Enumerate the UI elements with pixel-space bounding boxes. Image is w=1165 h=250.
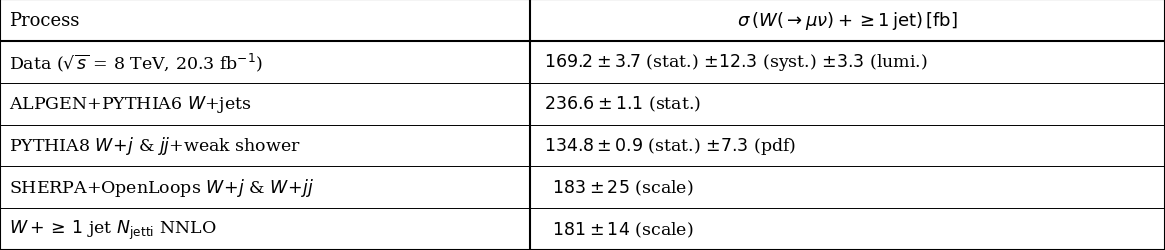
Text: Process: Process: [9, 12, 79, 30]
Text: SHERPA+OpenLoops $W\!+\!j$ & $W\!+\!jj$: SHERPA+OpenLoops $W\!+\!j$ & $W\!+\!jj$: [9, 176, 315, 199]
Text: Data ($\sqrt{s}$ = 8 TeV, 20.3 fb$^{-1}$): Data ($\sqrt{s}$ = 8 TeV, 20.3 fb$^{-1}$…: [9, 51, 263, 74]
Text: $W + {\geq}\,1$ jet $N_{\mathrm{jetti}}$ NNLO: $W + {\geq}\,1$ jet $N_{\mathrm{jetti}}$…: [9, 218, 217, 241]
Text: ALPGEN+PYTHIA6 $W$+jets: ALPGEN+PYTHIA6 $W$+jets: [9, 94, 252, 114]
Text: $\enspace 183 \pm 25$ (scale): $\enspace 183 \pm 25$ (scale): [544, 178, 693, 197]
Text: $134.8 \pm 0.9$ (stat.) $\pm 7.3$ (pdf): $134.8 \pm 0.9$ (stat.) $\pm 7.3$ (pdf): [544, 136, 796, 156]
Text: $\sigma\,(W(\rightarrow \mu\nu) + \geq 1\,\mathrm{jet})\,[\mathrm{fb}]$: $\sigma\,(W(\rightarrow \mu\nu) + \geq 1…: [737, 10, 958, 32]
Text: $169.2 \pm 3.7$ (stat.) $\pm 12.3$ (syst.) $\pm 3.3$ (lumi.): $169.2 \pm 3.7$ (stat.) $\pm 12.3$ (syst…: [544, 52, 927, 73]
Text: $236.6 \pm 1.1$ (stat.): $236.6 \pm 1.1$ (stat.): [544, 94, 701, 114]
Text: $\enspace 181 \pm 14$ (scale): $\enspace 181 \pm 14$ (scale): [544, 220, 693, 239]
Text: PYTHIA8 $W\!+\!j$ & $jj$+weak shower: PYTHIA8 $W\!+\!j$ & $jj$+weak shower: [9, 135, 302, 157]
